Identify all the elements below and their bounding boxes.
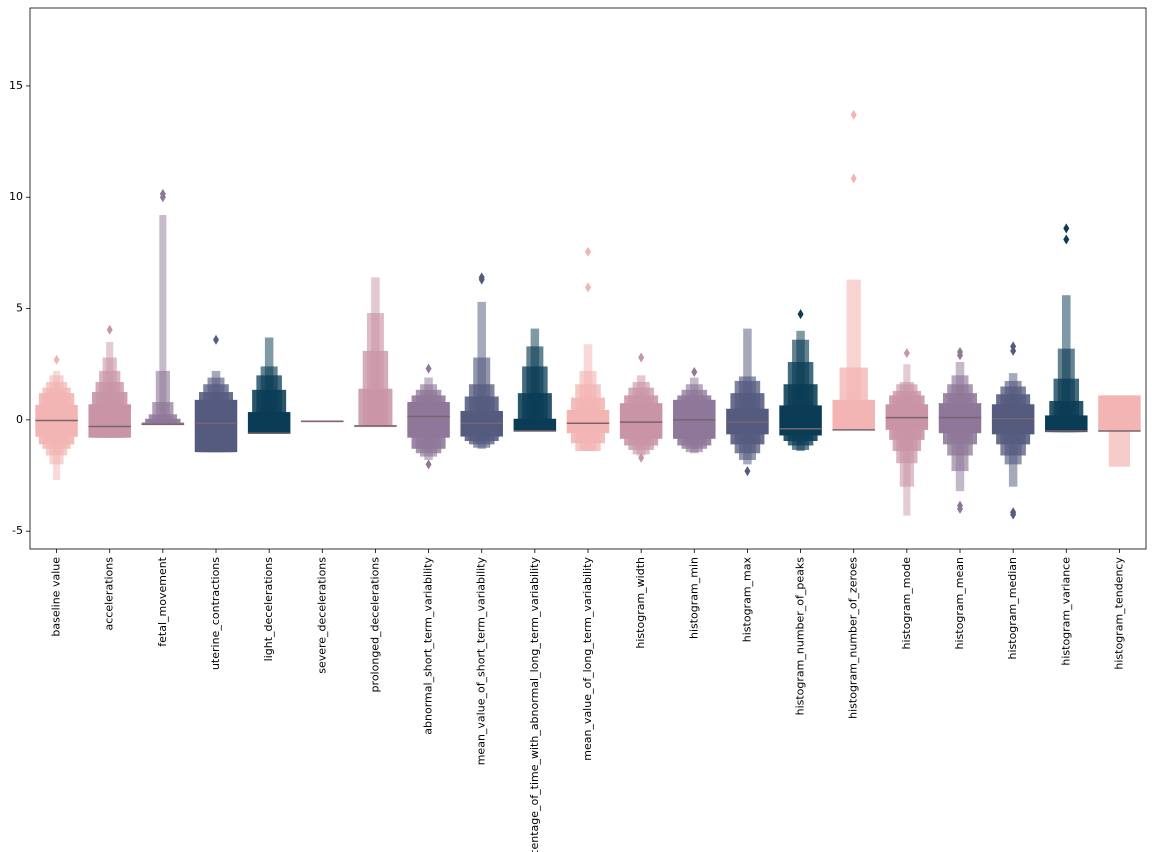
x-tick-label: histogram_number_of_zeroes [847,557,860,719]
x-tick-label: histogram_width [634,557,647,649]
outlier [1063,223,1070,234]
outlier [903,348,910,359]
y-tick-label: 5 [16,302,23,315]
outlier [159,188,166,199]
x-tick-label: histogram_tendency [1112,557,1125,670]
outlier [585,246,591,257]
letter-value-box [566,409,610,434]
x-tick-label: histogram_number_of_peaks [794,557,807,716]
outlier [691,367,698,378]
x-tick-label: histogram_mode [900,557,913,650]
letter-value-box [247,412,291,434]
letter-value-box [779,405,822,436]
x-tick-label: abnormal_short_term_variability [422,557,435,735]
x-tick-label: histogram_variance [1059,557,1072,666]
outlier [1010,509,1017,520]
letter-value-box [513,418,557,432]
plot-area [30,8,1146,549]
outlier [425,459,432,470]
outlier [638,352,645,363]
x-tick-label: prolonged_decelerations [368,557,381,693]
letter-value-box [832,399,875,430]
outlier [638,452,645,463]
letter-value-box [407,402,450,438]
x-tick-label: mean_value_of_long_term_variability [581,557,594,761]
x-tick-label: percentage_of_time_with_abnormal_long_te… [528,557,541,852]
letter-value-box [1045,415,1088,433]
outlier [957,346,963,357]
letter-value-box [194,399,238,453]
x-tick-label: light_decelerations [262,557,275,662]
outlier [797,309,804,320]
outlier [425,363,432,374]
outlier [1063,234,1070,245]
x-tick-label: mean_value_of_short_term_variability [475,557,488,766]
y-tick-label: -5 [12,524,23,537]
x-tick-label: uterine_contractions [209,557,222,670]
x-tick-label: histogram_max [740,557,753,643]
x-tick-label: fetal_movement [156,556,169,646]
outlier [850,173,857,184]
y-tick-label: 0 [16,413,23,426]
outlier [478,272,485,283]
outlier [1010,341,1017,352]
letter-value-box [88,404,131,438]
letter-value-box [145,418,181,425]
x-tick-label: baseline value [50,557,63,637]
outlier [957,503,963,514]
letter-value-box [358,388,393,426]
letter-value-box [619,403,663,439]
x-tick-label: histogram_median [1006,557,1019,660]
x-tick-label: histogram_min [687,557,700,639]
outlier [585,282,591,293]
letter-value-box [1098,395,1141,432]
x-tick-label: accelerations [103,557,116,631]
outlier [53,354,60,365]
outlier [744,466,751,477]
outlier [106,324,113,335]
x-tick-label: histogram_mean [953,557,966,649]
y-tick-label: 15 [9,79,23,92]
letter-value-box [159,215,167,425]
y-tick-label: 10 [9,190,23,203]
outlier [213,334,219,345]
x-tick-label: severe_decelerations [315,557,328,674]
outlier [850,109,857,120]
